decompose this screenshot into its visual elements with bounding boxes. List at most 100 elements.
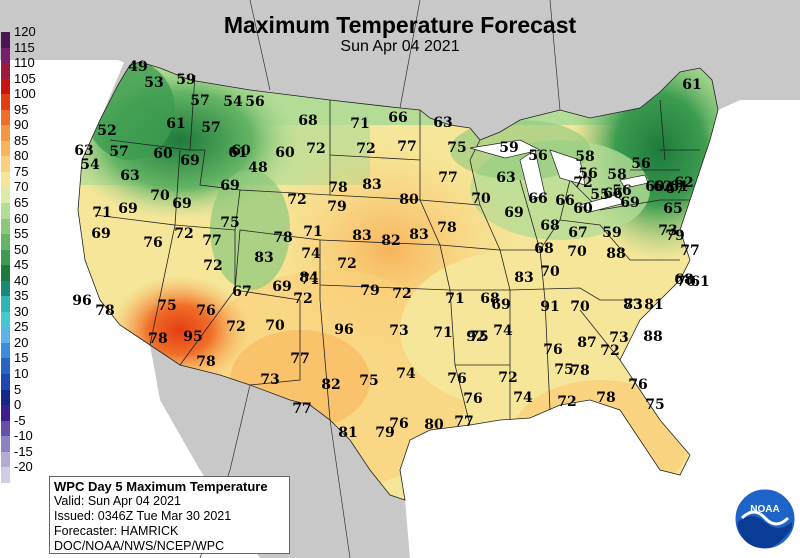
temperature-value: 79 (327, 199, 346, 215)
temperature-value: 58 (607, 167, 626, 183)
temperature-value: 75 (359, 373, 378, 389)
temperature-value: 69 (272, 279, 291, 295)
temperature-value: 49 (128, 59, 147, 75)
legend-row: 25 (0, 319, 42, 343)
temperature-value: 66 (388, 110, 407, 126)
temperature-value: 75 (157, 298, 176, 314)
temperature-value: 70 (540, 264, 560, 280)
legend-row: 95 (0, 102, 42, 126)
temperature-value: 72 (226, 319, 245, 335)
map-subtitle: Sun Apr 04 2021 (340, 38, 460, 55)
temperature-value: 75 (645, 397, 664, 413)
legend-row: 85 (0, 133, 42, 157)
temperature-value: 54 (80, 157, 100, 173)
temperature-value: 61 (166, 116, 185, 132)
temperature-value: 83 (514, 270, 533, 286)
temperature-value: 72 (498, 370, 517, 386)
temperature-value: 74 (396, 366, 416, 382)
legend-row: 45 (0, 257, 42, 281)
temperature-value: 60 (153, 146, 173, 162)
temperature-value: 72 (174, 226, 193, 242)
legend-label: 10 (14, 366, 29, 382)
legend-swatch (1, 171, 10, 188)
legend-label: 30 (14, 303, 29, 319)
legend-swatch (1, 342, 10, 359)
temperature-value: 75 (469, 329, 488, 345)
legend-label: 15 (14, 350, 29, 366)
temperature-value: 65 (663, 201, 682, 217)
legend-swatch (1, 218, 10, 235)
legend-label: 55 (14, 226, 29, 242)
temperature-value: 73 (623, 297, 642, 313)
temperature-value: 72 (392, 286, 411, 302)
temperature-value: 91 (540, 299, 559, 315)
legend-label: -20 (14, 459, 33, 475)
legend-row: 5 (0, 382, 42, 406)
temperature-value: 83 (409, 227, 428, 243)
temperature-value: 52 (97, 123, 116, 139)
legend-swatch (1, 358, 10, 375)
legend-row: 35 (0, 288, 42, 312)
legend-swatch (1, 327, 10, 343)
temperature-value: 69 (504, 205, 523, 221)
legend-label: 60 (14, 210, 29, 226)
legend-label: 0 (14, 397, 22, 413)
legend-label: 75 (14, 163, 29, 179)
legend-label: 85 (14, 132, 29, 148)
legend-label: 20 (14, 334, 29, 350)
temperature-value: 67 (568, 225, 587, 241)
legend-swatch (1, 47, 10, 64)
legend-label: 70 (14, 179, 29, 195)
legend-row: 80 (0, 148, 42, 172)
legend-row: 10 (0, 366, 42, 390)
temperature-value: 71 (445, 291, 464, 307)
legend-row: 75 (0, 164, 42, 188)
temperature-value: 76 (389, 416, 408, 432)
temperature-value: 69 (172, 196, 191, 212)
temperature-value: 66 (603, 186, 622, 202)
temperature-value: 83 (623, 297, 642, 313)
temperature-value: 74 (301, 246, 321, 262)
temperature-value: 88 (606, 246, 625, 262)
great-lakes (469, 139, 649, 213)
temperature-value: 78 (196, 354, 215, 370)
temperature-value: 76 (196, 303, 215, 319)
legend-swatch (1, 467, 10, 483)
temperature-value: 75 (447, 140, 466, 156)
temperature-value: 68 (480, 291, 499, 307)
temperature-value: 75 (554, 362, 573, 378)
legend-label: -10 (14, 428, 33, 444)
temperature-value: 92 (466, 329, 485, 345)
temperature-value: 77 (397, 139, 416, 155)
temperature-value: 70 (265, 318, 285, 334)
legend-row: 50 (0, 242, 42, 266)
legend-row: 105 (0, 71, 42, 95)
temperature-value: 62 (674, 175, 693, 191)
temperature-value: 78 (437, 220, 456, 236)
temperature-value: 69 (91, 226, 110, 242)
temperature-value: 54 (223, 94, 243, 110)
legend-swatch (1, 109, 10, 126)
legend-swatch (1, 78, 10, 95)
legend-row: 70 (0, 179, 42, 204)
legend-label: 5 (14, 381, 22, 397)
temperature-value: 72 (600, 343, 619, 359)
temperature-value: 72 (573, 175, 592, 191)
temperature-value: 59 (602, 225, 621, 241)
temperature-value: 63 (74, 143, 93, 159)
temperature-value: 75 (220, 215, 239, 231)
temperature-value: 68 (540, 218, 559, 234)
temperature-value: 83 (362, 177, 381, 193)
temperature-value: 84 (299, 270, 319, 286)
info-issued: Issued: 0346Z Tue Mar 30 2021 (54, 509, 232, 523)
temperature-value: 72 (356, 141, 375, 157)
temperature-value: 56 (245, 94, 264, 110)
legend-label: 90 (14, 117, 29, 133)
legend-swatch (1, 374, 10, 390)
temperature-value: 71 (300, 272, 319, 288)
temperature-value: 68 (298, 113, 317, 129)
temperature-value: 72 (287, 192, 306, 208)
map-title: Maximum Temperature Forecast (223, 12, 577, 38)
legend-label: 105 (14, 70, 36, 86)
